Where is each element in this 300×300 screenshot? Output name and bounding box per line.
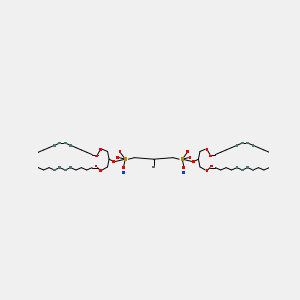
Bar (189, 156, 191, 159)
Bar (182, 166, 185, 169)
Bar (192, 160, 195, 163)
Bar (95, 165, 97, 167)
Bar (241, 169, 244, 171)
Bar (209, 155, 212, 158)
Bar (236, 144, 238, 147)
Bar (112, 160, 115, 163)
Bar (210, 165, 213, 167)
Bar (246, 166, 249, 169)
Bar (99, 148, 102, 151)
Bar (206, 148, 208, 151)
Bar (64, 142, 67, 144)
Bar (99, 169, 102, 172)
Bar (252, 169, 254, 171)
Bar (152, 166, 155, 168)
Bar (58, 142, 61, 144)
Bar (116, 156, 119, 159)
Bar (53, 169, 56, 171)
Bar (95, 155, 98, 158)
Bar (246, 142, 249, 144)
Bar (58, 166, 61, 169)
Bar (118, 150, 121, 153)
Bar (69, 144, 72, 147)
Bar (252, 144, 254, 147)
Bar (241, 142, 244, 144)
Bar (206, 169, 208, 172)
Bar (122, 171, 125, 174)
Bar (236, 166, 238, 169)
Bar (186, 150, 189, 153)
Bar (69, 166, 72, 169)
Bar (53, 144, 56, 147)
Bar (124, 158, 127, 161)
Bar (122, 166, 125, 169)
Bar (181, 158, 184, 161)
Bar (182, 171, 185, 174)
Bar (64, 169, 67, 171)
